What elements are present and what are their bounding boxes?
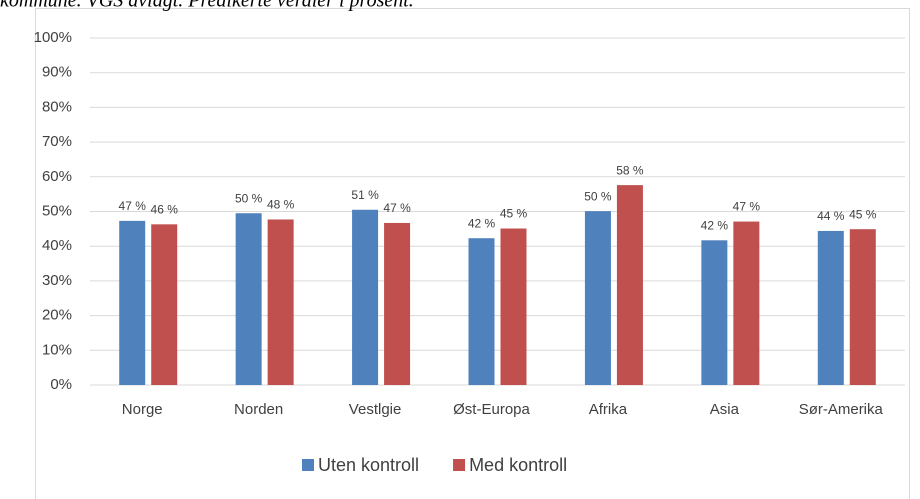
value-label: 47 % (119, 199, 147, 213)
bar (352, 209, 379, 385)
value-label: 47 % (733, 200, 761, 214)
value-label: 42 % (468, 216, 496, 230)
bar (584, 211, 611, 385)
value-label: 46 % (151, 203, 179, 217)
y-tick-label: 0% (50, 376, 72, 393)
x-tick-label: Øst-Europa (453, 401, 530, 418)
legend-swatch (302, 459, 314, 471)
x-tick-label: Norge (122, 401, 163, 418)
y-tick-label: 10% (42, 341, 72, 358)
value-label: 42 % (701, 218, 729, 232)
value-label: 50 % (235, 191, 263, 205)
x-tick-label: Vestlgie (349, 401, 402, 418)
value-label: 44 % (817, 209, 845, 223)
y-tick-label: 70% (42, 133, 72, 150)
value-label: 45 % (849, 207, 877, 221)
value-label: 48 % (267, 198, 295, 212)
legend-label: Med kontroll (469, 455, 567, 475)
x-tick-label: Sør-Amerika (799, 401, 884, 418)
value-label: 51 % (351, 188, 379, 202)
y-tick-label: 20% (42, 307, 72, 324)
bar (849, 229, 876, 385)
bar (384, 222, 411, 385)
bar (701, 240, 728, 385)
value-label: 45 % (500, 207, 528, 221)
y-tick-label: 90% (42, 64, 72, 81)
chart-title: kommune. VGS avlagt. Predikerte verdier … (0, 0, 414, 12)
x-tick-label: Asia (710, 401, 740, 418)
x-tick-label: Afrika (589, 401, 628, 418)
y-tick-label: 60% (42, 168, 72, 185)
y-tick-label: 100% (34, 29, 72, 46)
bar (151, 224, 178, 385)
bar (616, 185, 643, 385)
bar (119, 220, 146, 385)
y-tick-label: 40% (42, 237, 72, 254)
y-tick-label: 50% (42, 202, 72, 219)
bar (267, 219, 294, 385)
bar (468, 238, 495, 385)
legend-label: Uten kontroll (318, 455, 419, 475)
y-tick-label: 30% (42, 272, 72, 289)
bar (500, 228, 527, 385)
value-label: 50 % (584, 189, 612, 203)
bar (817, 230, 844, 385)
x-tick-label: Norden (234, 401, 283, 418)
legend-swatch (453, 459, 466, 471)
y-tick-label: 80% (42, 98, 72, 115)
bar (733, 221, 760, 385)
value-label: 47 % (383, 201, 411, 215)
bar (235, 213, 262, 385)
value-label: 58 % (616, 163, 644, 177)
